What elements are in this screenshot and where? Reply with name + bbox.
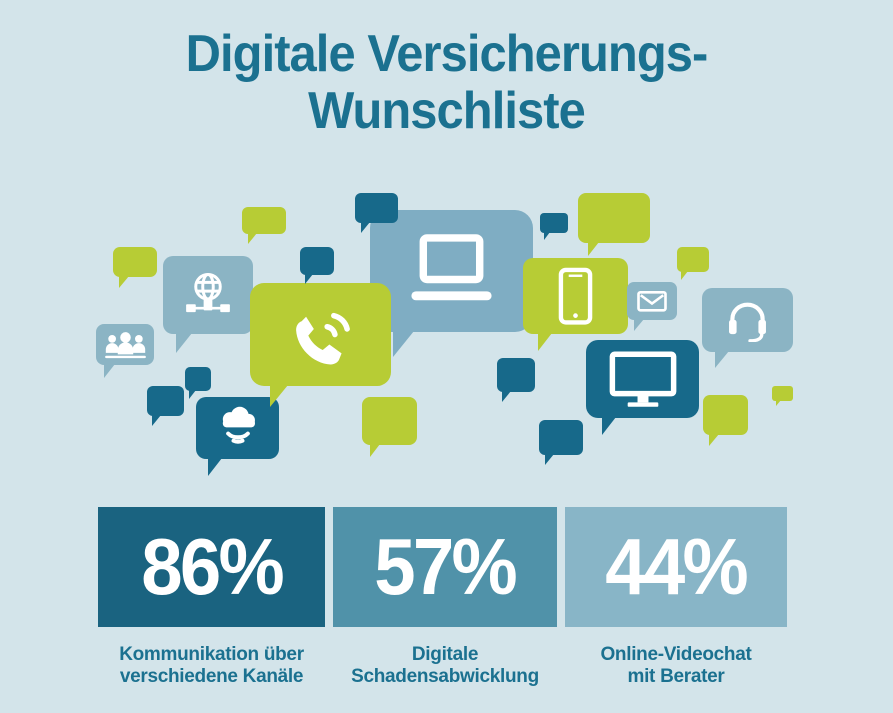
green-chat-bubble (242, 207, 286, 244)
laptop-icon (404, 232, 499, 309)
cloud-wifi-bubble (196, 397, 279, 476)
bubble-tail (545, 454, 554, 465)
bubble-tail (502, 391, 511, 402)
teal-chat-bubble (539, 420, 583, 465)
smartphone-icon (558, 267, 593, 325)
laptop-bubble (370, 210, 533, 357)
page-title-line2: Wunschliste (308, 82, 586, 140)
stat-online-videochat: 44% Online-Videochat mit Berater (565, 507, 787, 688)
teal-chat-bubble (497, 358, 535, 402)
monitor-icon (608, 351, 678, 408)
bubble-tail (189, 390, 196, 399)
bubble-tail (393, 331, 414, 357)
page-title-line1: Digitale Versicherungs- (185, 25, 709, 83)
bubble-tail (176, 333, 192, 353)
green-chat-bubble (677, 247, 709, 280)
stat-box: 86% (98, 507, 325, 627)
smartphone-bubble (523, 258, 628, 351)
bubble-tail (715, 351, 729, 368)
bubble-tail (152, 415, 161, 426)
bubble-tail (588, 242, 599, 256)
bubble-tail (370, 444, 380, 457)
stat-digital-claims: 57% Digitale Schadensabwicklung (333, 507, 557, 688)
bubble-tail (709, 434, 719, 446)
bubble-tail (681, 271, 688, 280)
bubble-tail (248, 233, 257, 244)
bubble-tail (361, 222, 370, 233)
teal-chat-bubble (185, 367, 211, 399)
headset-bubble (702, 288, 793, 368)
teal-chat-bubble (147, 386, 184, 426)
stat-box: 44% (565, 507, 787, 627)
email-icon (637, 290, 667, 313)
people-icon (103, 329, 148, 360)
green-chat-bubble (362, 397, 417, 457)
bubble-tail (305, 274, 313, 284)
teal-chat-bubble (355, 193, 398, 233)
stat-box: 57% (333, 507, 557, 627)
stat-label: Online-Videochat mit Berater (600, 644, 752, 687)
bubble-tail (538, 333, 552, 351)
bubble-tail (634, 319, 644, 331)
bubble-tail (776, 400, 781, 406)
globe-icon (180, 271, 236, 320)
bubble-tail (270, 385, 288, 407)
green-chat-bubble (578, 193, 650, 256)
email-bubble (627, 282, 677, 331)
phone-icon (285, 299, 356, 370)
cloud-icon (213, 405, 263, 451)
monitor-bubble (586, 340, 699, 435)
stat-value: 86% (141, 522, 284, 611)
stat-label: Kommunikation über verschiedene Kanäle (119, 644, 304, 687)
green-chat-bubble (113, 247, 157, 288)
bubble-tail (602, 417, 616, 435)
green-chat-bubble (772, 386, 793, 406)
headset-icon (724, 298, 771, 342)
stat-value: 44% (605, 522, 749, 611)
bubble-tail (544, 232, 550, 240)
phone-bubble (250, 283, 391, 407)
green-chat-bubble (703, 395, 748, 446)
bubble-tail (104, 364, 115, 378)
globe-network-bubble (163, 256, 253, 353)
bubble-tail (119, 276, 129, 288)
people-bubble (96, 324, 154, 378)
bubble-tail (208, 458, 222, 476)
stat-communication-channels: 86% Kommunikation über verschiedene Kanä… (98, 507, 325, 688)
teal-chat-bubble (300, 247, 334, 284)
page-title: Digitale Versicherungs- Wunschliste (27, 26, 866, 140)
stat-value: 57% (374, 522, 518, 611)
teal-chat-bubble (540, 213, 568, 240)
stat-label: Digitale Schadensabwicklung (351, 644, 539, 687)
